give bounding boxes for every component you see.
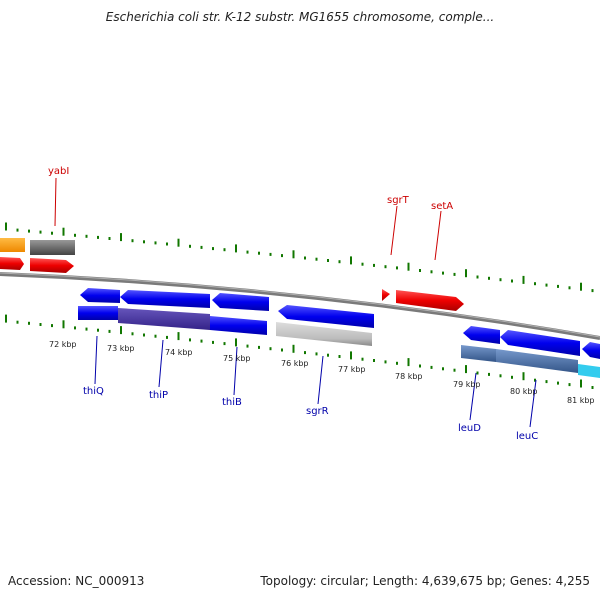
scale-label-77: 77 kbp [338, 365, 366, 374]
gene-bar-thiQ[interactable] [78, 306, 118, 320]
cds-right-edge[interactable] [582, 342, 600, 359]
cds-thiQ[interactable] [80, 288, 120, 303]
reverse-features [78, 288, 600, 378]
cds-red-setA[interactable] [396, 290, 464, 311]
accession-text: Accession: NC_000913 [8, 574, 145, 588]
cds-red-sgrT[interactable] [382, 289, 390, 301]
genome-backbone [0, 272, 600, 340]
scale-label-74: 74 kbp [165, 348, 193, 357]
gene-bar-leuC[interactable] [496, 349, 578, 373]
cds-thiB[interactable] [212, 293, 269, 311]
scale-label-75: 75 kbp [223, 354, 251, 363]
feature-orange[interactable] [0, 238, 25, 252]
reverse-strand-ticks [5, 314, 594, 389]
gene-label-leuC[interactable]: leuC [516, 431, 538, 442]
reverse-label-leaders [94, 335, 537, 428]
gene-label-thiP[interactable]: thiP [149, 390, 168, 401]
gene-label-thiQ[interactable]: thiQ [83, 386, 104, 397]
gene-label-thiB[interactable]: thiB [222, 397, 242, 408]
gene-bar-right[interactable] [578, 364, 600, 378]
scale-label-73: 73 kbp [107, 344, 135, 353]
map-title: Escherichia coli str. K-12 substr. MG165… [105, 10, 495, 24]
feature-gray[interactable] [30, 240, 75, 255]
scale-label-80: 80 kbp [510, 387, 538, 396]
forward-strand-ticks [5, 222, 594, 293]
gene-bar-thiP[interactable] [118, 308, 210, 330]
cds-sgrR[interactable] [278, 305, 374, 328]
gene-label-sgrR[interactable]: sgrR [306, 406, 329, 417]
cds-red-left[interactable] [0, 257, 24, 270]
forward-features [0, 238, 464, 311]
scale-label-72: 72 kbp [49, 340, 77, 349]
cds-red-yabI[interactable] [30, 258, 74, 273]
cds-leuD[interactable] [463, 326, 500, 344]
scale-label-81: 81 kbp [567, 396, 595, 405]
gene-label-setA[interactable]: setA [431, 201, 453, 212]
gene-label-yabI[interactable]: yabI [48, 166, 69, 177]
gene-bar-leuD[interactable] [461, 345, 496, 362]
scale-label-79: 79 kbp [453, 380, 481, 389]
gene-bar-thiB[interactable] [210, 316, 267, 335]
cds-thiP[interactable] [120, 290, 210, 308]
gene-label-sgrT[interactable]: sgrT [387, 195, 410, 206]
topology-stats-text: Topology: circular; Length: 4,639,675 bp… [260, 574, 590, 588]
forward-label-leaders [54, 177, 442, 261]
cds-leuC[interactable] [500, 330, 580, 356]
scale-label-78: 78 kbp [395, 372, 423, 381]
gene-label-leuD[interactable]: leuD [458, 423, 481, 434]
gene-bar-sgrR[interactable] [276, 322, 372, 346]
scale-label-76: 76 kbp [281, 359, 309, 368]
